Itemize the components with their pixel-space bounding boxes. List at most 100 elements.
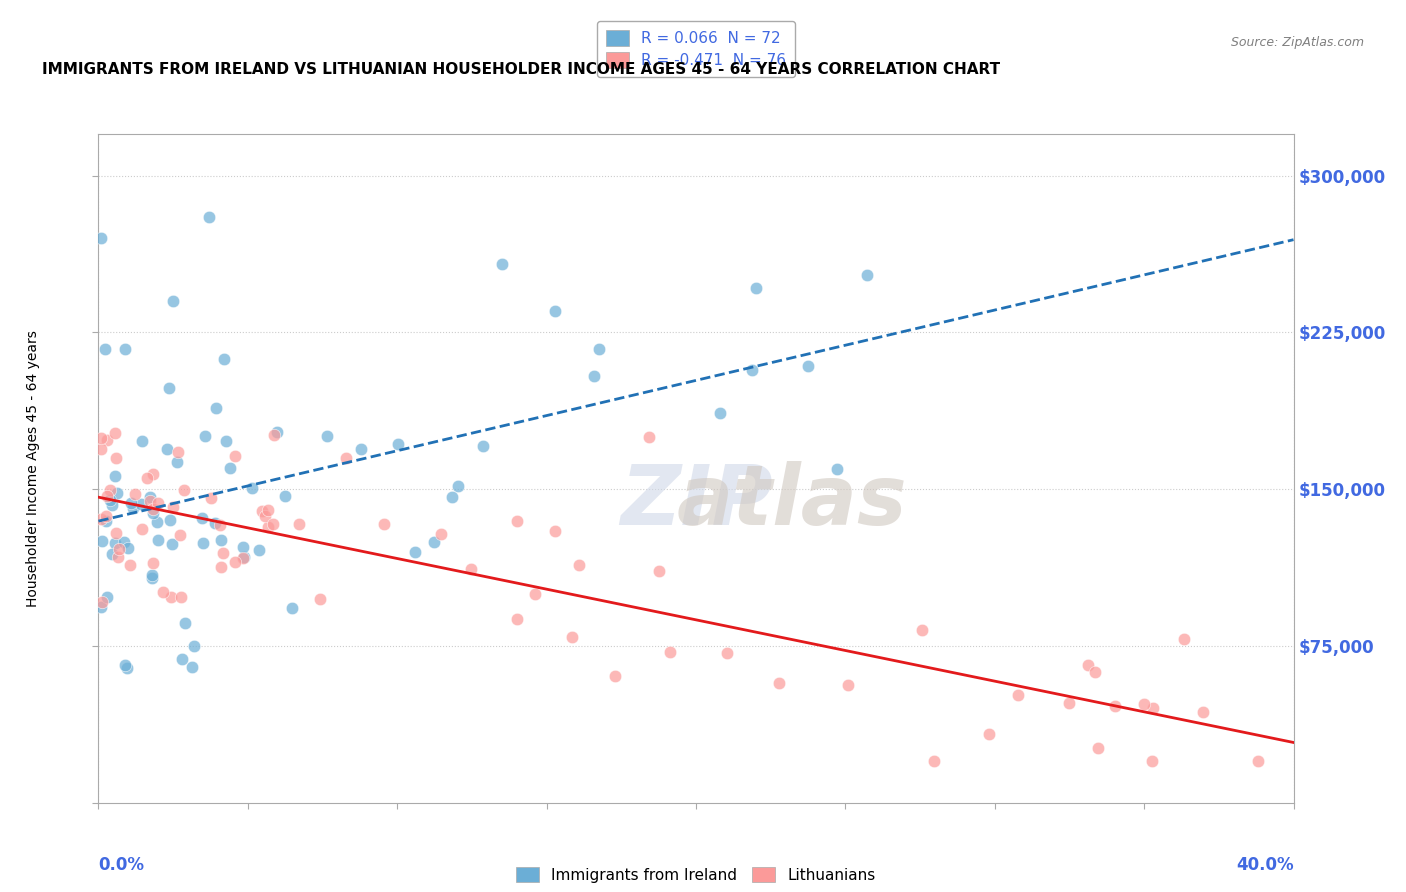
- Point: [1084, 665, 1107, 679]
- Point: [98, 483, 121, 497]
- Point: [114, 657, 136, 672]
- Point: [96, 434, 118, 448]
- Point: [142, 506, 165, 520]
- Point: [224, 449, 246, 463]
- Point: [1133, 698, 1156, 712]
- Point: [141, 571, 163, 585]
- Point: [112, 534, 135, 549]
- Point: [183, 640, 205, 654]
- Point: [197, 211, 219, 225]
- Point: [173, 615, 195, 630]
- Point: [90, 599, 112, 614]
- Point: [91, 533, 114, 548]
- Point: [204, 401, 226, 415]
- Point: [193, 536, 215, 550]
- Point: [160, 590, 183, 604]
- Point: [118, 558, 141, 572]
- Point: [200, 491, 222, 506]
- Point: [472, 439, 495, 453]
- Point: [215, 434, 238, 449]
- Point: [1007, 688, 1029, 702]
- Point: [94, 514, 117, 528]
- Point: [603, 669, 626, 683]
- Point: [90, 431, 112, 445]
- Point: [146, 496, 169, 510]
- Point: [90, 442, 112, 456]
- Point: [90, 512, 112, 526]
- Point: [209, 559, 232, 574]
- Point: [232, 550, 254, 565]
- Point: [250, 503, 273, 517]
- Point: [1173, 632, 1195, 646]
- Point: [523, 587, 546, 601]
- Point: [247, 543, 270, 558]
- Point: [98, 492, 121, 507]
- Point: [211, 547, 233, 561]
- Point: [90, 231, 112, 245]
- Point: [219, 461, 242, 475]
- Point: [101, 547, 124, 561]
- Point: [232, 550, 254, 565]
- Point: [139, 494, 162, 508]
- Point: [160, 537, 183, 551]
- Point: [447, 479, 470, 493]
- Point: [1057, 696, 1080, 710]
- Point: [568, 558, 591, 573]
- Point: [281, 600, 304, 615]
- Point: [96, 490, 118, 504]
- Point: [588, 342, 610, 356]
- Point: [825, 461, 848, 475]
- Point: [212, 351, 235, 366]
- Point: [254, 508, 277, 523]
- Point: [1142, 701, 1164, 715]
- Point: [582, 368, 605, 383]
- Point: [194, 428, 217, 442]
- Point: [232, 540, 254, 554]
- Point: [837, 678, 859, 692]
- Text: atlas: atlas: [676, 461, 907, 542]
- Point: [162, 500, 184, 515]
- Point: [544, 524, 567, 539]
- Point: [404, 545, 426, 559]
- Point: [114, 343, 136, 357]
- Point: [1087, 741, 1109, 756]
- Text: ZIP: ZIP: [620, 461, 772, 542]
- Point: [316, 429, 339, 443]
- Point: [1104, 698, 1126, 713]
- Point: [115, 661, 138, 675]
- Point: [638, 430, 661, 444]
- Point: [768, 675, 790, 690]
- Point: [96, 590, 118, 604]
- Point: [172, 652, 194, 666]
- Point: [491, 257, 513, 271]
- Point: [104, 526, 127, 541]
- Point: [181, 660, 204, 674]
- Point: [166, 455, 188, 469]
- Point: [224, 555, 246, 569]
- Text: Householder Income Ages 45 - 64 years: Householder Income Ages 45 - 64 years: [25, 330, 39, 607]
- Text: IMMIGRANTS FROM IRELAND VS LITHUANIAN HOUSEHOLDER INCOME AGES 45 - 64 YEARS CORR: IMMIGRANTS FROM IRELAND VS LITHUANIAN HO…: [42, 62, 1000, 78]
- Point: [430, 527, 453, 541]
- Point: [101, 498, 124, 512]
- Point: [204, 516, 226, 530]
- Point: [274, 489, 297, 503]
- Point: [107, 486, 129, 500]
- Point: [131, 434, 153, 448]
- Point: [440, 490, 463, 504]
- Point: [104, 425, 127, 440]
- Point: [94, 342, 117, 356]
- Point: [716, 646, 738, 660]
- Point: [156, 442, 179, 456]
- Text: 40.0%: 40.0%: [1236, 856, 1294, 874]
- Point: [120, 495, 142, 509]
- Point: [741, 363, 763, 377]
- Point: [1192, 705, 1215, 719]
- Point: [350, 442, 373, 457]
- Point: [263, 427, 285, 442]
- Point: [142, 556, 165, 570]
- Point: [910, 624, 932, 638]
- Point: [648, 565, 671, 579]
- Point: [190, 510, 212, 524]
- Point: [256, 520, 278, 534]
- Point: [170, 590, 193, 604]
